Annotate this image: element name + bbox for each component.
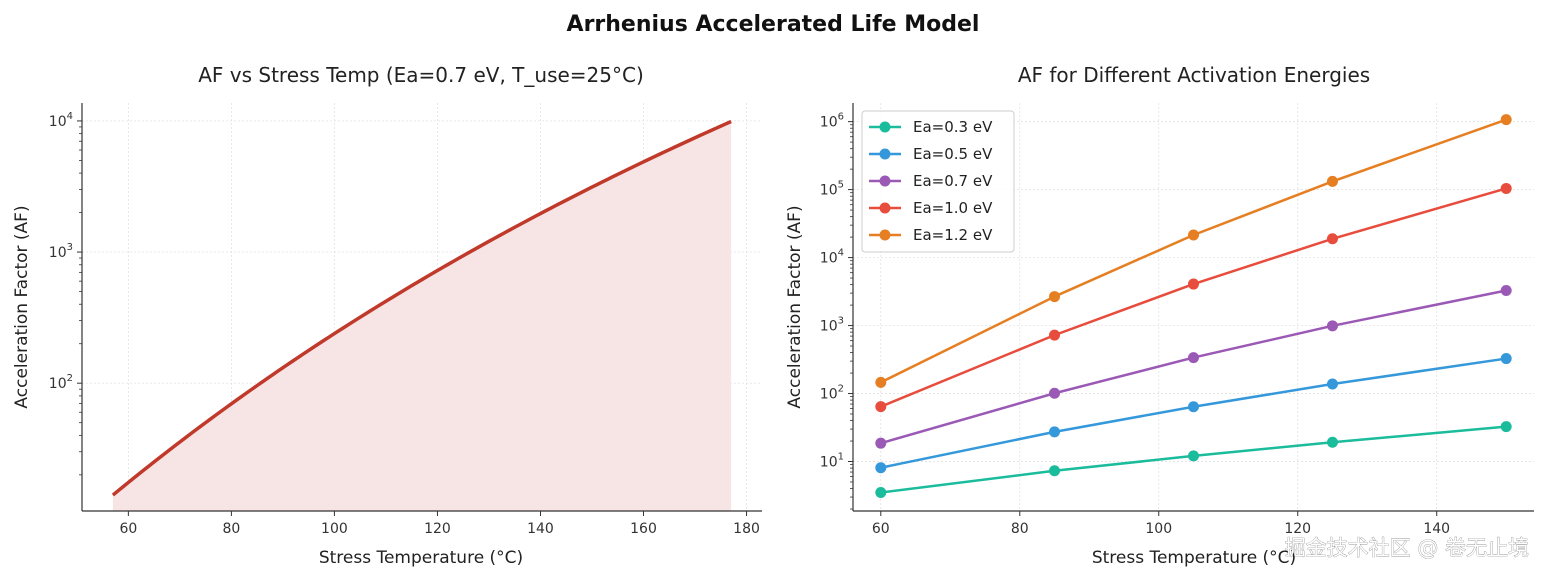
left-x-tick-label: 80: [222, 521, 240, 537]
legend-marker-0: [879, 121, 891, 133]
left-axes: [81, 103, 762, 512]
right-y-tick-label: 101: [820, 452, 844, 471]
series-2-point: [1049, 387, 1061, 399]
right-chart-title: AF for Different Activation Energies: [1018, 63, 1370, 87]
series-4-point: [1049, 291, 1061, 303]
series-1-point: [1188, 401, 1199, 413]
series-0-point: [1326, 436, 1338, 448]
series-0-point: [1049, 465, 1061, 477]
right-y-tick-label: 105: [820, 180, 844, 199]
legend-marker-3: [879, 202, 891, 214]
right-x-tick-label: 80: [1011, 521, 1029, 537]
left-y-axis-label: Acceleration Factor (AF): [12, 205, 32, 408]
series-2-point: [1500, 284, 1512, 296]
series-2-point: [1188, 352, 1199, 364]
legend-marker-4: [879, 229, 891, 241]
series-1-point: [1049, 426, 1061, 438]
left-x-tick-label: 140: [527, 521, 554, 537]
left-chart: AF vs Stress Temp (Ea=0.7 eV, T_use=25°C…: [12, 63, 762, 568]
left-x-tick-label: 120: [424, 521, 451, 537]
right-y-tick-label: 106: [820, 112, 844, 131]
legend-label-1: Ea=0.5 eV: [913, 145, 993, 163]
right-plot-area: [875, 114, 1512, 498]
legend-marker-1: [879, 148, 891, 160]
series-4-point: [875, 376, 887, 388]
left-x-tick-label: 180: [733, 521, 760, 537]
left-y-tick-label: 104: [49, 111, 73, 130]
left-x-ticks: 60 80 100 120 140 160 180: [119, 511, 760, 537]
left-x-axis-label: Stress Temperature (°C): [319, 548, 523, 568]
series-3-point: [1500, 182, 1512, 194]
series-3-point: [1326, 233, 1338, 245]
left-x-tick-label: 100: [321, 521, 348, 537]
series-3-point: [875, 401, 887, 413]
series-1-point: [875, 462, 887, 474]
legend-label-4: Ea=1.2 eV: [913, 226, 993, 244]
series-4-point: [1500, 114, 1512, 126]
series-4-point: [1326, 175, 1338, 187]
right-y-axis-label: Acceleration Factor (AF): [785, 205, 805, 408]
right-y-tick-label: 102: [820, 384, 844, 403]
series-1-point: [1326, 378, 1338, 390]
series-2-point: [1326, 320, 1338, 332]
series-4-point: [1188, 229, 1199, 241]
series-3-point: [1188, 278, 1199, 290]
right-x-axis-label: Stress Temperature (°C): [1092, 548, 1296, 568]
series-3-point: [1049, 329, 1061, 341]
figure-title: Arrhenius Accelerated Life Model: [567, 12, 980, 37]
left-chart-title: AF vs Stress Temp (Ea=0.7 eV, T_use=25°C…: [198, 63, 644, 87]
right-y-ticks: 101 102 103 104 105 106: [820, 112, 853, 510]
series-1-point: [1500, 353, 1512, 365]
legend-marker-2: [879, 175, 891, 187]
right-y-tick-label: 103: [820, 316, 844, 335]
left-plot-area: [111, 119, 732, 511]
left-area-fill: [112, 121, 732, 511]
watermark: 掘金技术社区 @ 卷无止境: [1285, 536, 1529, 560]
series-0-point: [875, 487, 887, 498]
left-y-ticks: 102 103 104: [49, 111, 82, 476]
right-x-ticks: 60 80 100 120 140: [872, 511, 1450, 537]
right-x-tick-label: 60: [872, 521, 890, 537]
right-chart: AF for Different Activation Energies 60 8…: [785, 63, 1534, 568]
right-x-tick-label: 140: [1423, 521, 1450, 537]
right-y-tick-label: 104: [820, 248, 844, 267]
right-legend: Ea=0.3 eV Ea=0.5 eV Ea=0.7 eV Ea=1.0 eV Ea=1…: [861, 110, 1015, 253]
series-2-point: [875, 437, 887, 449]
left-x-tick-label: 160: [630, 521, 657, 537]
left-y-tick-label: 103: [49, 242, 73, 261]
legend-label-2: Ea=0.7 eV: [913, 172, 993, 190]
left-af-curve: [111, 119, 732, 497]
right-x-tick-label: 120: [1284, 521, 1311, 537]
series-0-point: [1500, 421, 1512, 433]
legend-label-3: Ea=1.0 eV: [913, 199, 993, 217]
legend-box: [861, 110, 1015, 253]
legend-label-0: Ea=0.3 eV: [913, 118, 993, 136]
right-x-tick-label: 100: [1145, 521, 1172, 537]
right-axes: [852, 103, 1534, 512]
left-x-tick-label: 60: [119, 521, 137, 537]
left-y-tick-label: 102: [49, 373, 73, 392]
series-0-point: [1188, 450, 1199, 462]
